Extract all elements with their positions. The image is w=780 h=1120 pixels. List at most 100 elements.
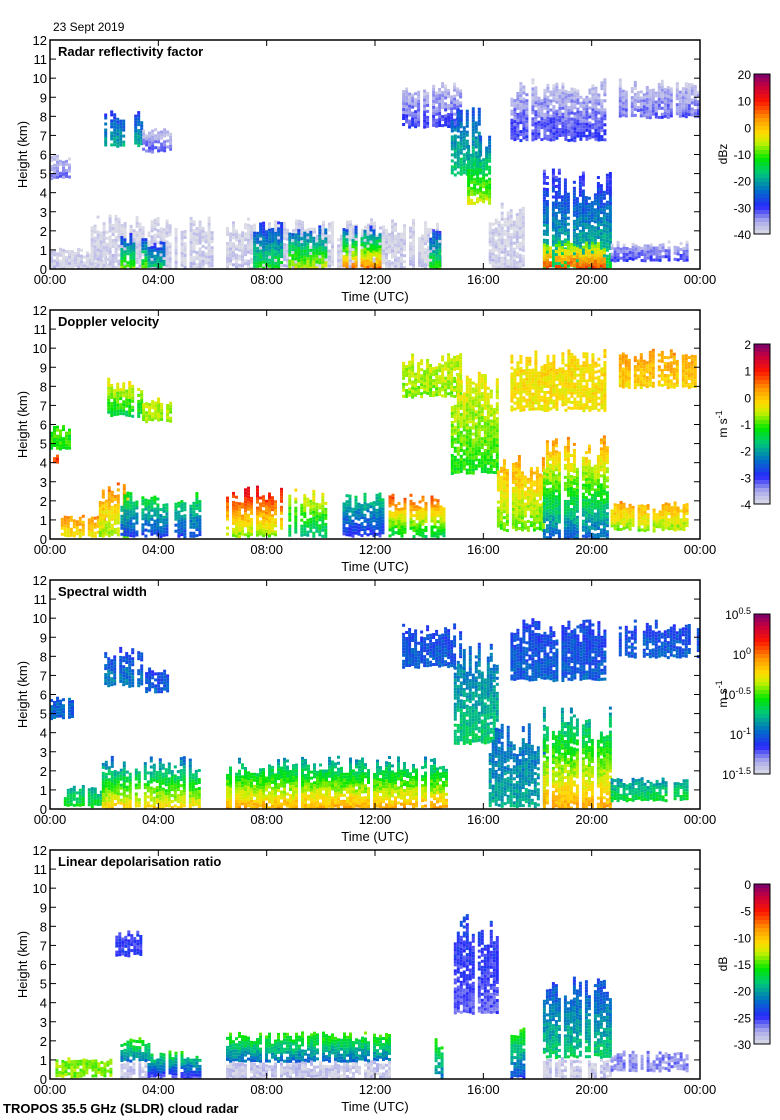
colorbar-swatch (754, 484, 770, 489)
y-tick-label: 1 (40, 513, 47, 528)
colorbar-swatch (754, 884, 770, 889)
y-axis-label: Height (km) (15, 391, 30, 458)
colorbar-swatch (754, 226, 770, 231)
data-layer (50, 348, 700, 539)
cloud-region-12 (618, 619, 700, 660)
y-tick-label: 6 (40, 688, 47, 703)
colorbar-swatch (754, 98, 770, 103)
y-tick-label: 9 (40, 360, 47, 375)
cloud-region-0 (50, 425, 71, 451)
colorbar-swatch (754, 972, 770, 977)
cloud-region-15 (510, 349, 607, 413)
colorbar-swatch (754, 928, 770, 933)
colorbar-swatch (754, 690, 770, 695)
cloud-region-3 (142, 397, 173, 424)
colorbar-tick-label: -40 (734, 228, 752, 242)
cloud-region-1 (50, 154, 71, 181)
colorbar-swatch (754, 102, 770, 107)
x-tick-label: 16:00 (467, 1082, 500, 1097)
colorbar-swatch (754, 500, 770, 505)
y-tick-label: 10 (33, 881, 47, 896)
colorbar-swatch (754, 420, 770, 425)
colorbar-tick-label: -2 (740, 445, 751, 459)
colorbar-tick-label: -20 (734, 175, 752, 189)
colorbar-swatch (754, 992, 770, 997)
cloud-region-11 (402, 353, 463, 399)
colorbar: 2 1 0 -1 -2 -3 -4 m s-1 (714, 338, 771, 512)
y-tick-label: 3 (40, 745, 47, 760)
colorbar-frame (753, 883, 771, 1045)
cloud-region-1 (53, 454, 59, 464)
cloud-region-14 (467, 135, 492, 205)
colorbar-swatch (754, 472, 770, 477)
colorbar-tick-label: -30 (734, 201, 752, 215)
cloud-region-6 (226, 1031, 391, 1063)
y-tick-label: 3 (40, 1015, 47, 1030)
colorbar-swatch (754, 714, 770, 719)
colorbar-swatch (754, 944, 770, 949)
x-axis-label: Time (UTC) (341, 1099, 408, 1114)
colorbar-swatch (754, 646, 770, 651)
colorbar-swatch (754, 134, 770, 139)
y-tick-label: 2 (40, 224, 47, 239)
colorbar-swatch (754, 412, 770, 417)
colorbar-swatch (754, 78, 770, 83)
y-tick-label: 12 (33, 843, 47, 858)
colorbar: 0 -5 -10 -15 -20 -25 -30 dB (716, 878, 771, 1052)
colorbar-tick-label: -20 (734, 985, 752, 999)
colorbar-swatch (754, 174, 770, 179)
colorbar-swatch (754, 984, 770, 989)
y-tick-label: 11 (34, 592, 48, 607)
colorbar-swatch (754, 932, 770, 937)
cloud-region-1 (120, 1060, 151, 1079)
cloud-region-5 (226, 755, 448, 809)
colorbar-swatch (754, 750, 770, 755)
colorbar-swatch (754, 356, 770, 361)
colorbar-tick-label: 10-1.5 (722, 766, 751, 782)
cloud-region-0 (50, 696, 74, 721)
x-tick-label: 08:00 (250, 272, 283, 287)
colorbar-swatch (754, 630, 770, 635)
colorbar-swatch (754, 460, 770, 465)
colorbar-swatch (754, 614, 770, 619)
colorbar-swatch (754, 496, 770, 501)
colorbar-swatch (754, 1004, 770, 1009)
y-tick-label: 5 (40, 977, 47, 992)
y-axis-label: Height (km) (15, 121, 30, 188)
colorbar-swatch (754, 372, 770, 377)
colorbar-swatch (754, 912, 770, 917)
cloud-region-7 (453, 642, 499, 746)
x-tick-label: 00:00 (34, 272, 67, 287)
panel-3: Linear depolarisation ratio0123456789101… (15, 843, 771, 1114)
colorbar-swatch (754, 654, 770, 659)
colorbar-swatch (754, 722, 770, 727)
cloud-region-20 (618, 78, 700, 120)
panel-title: Radar reflectivity factor (58, 44, 203, 59)
y-tick-label: 8 (40, 919, 47, 934)
colorbar-swatch (754, 1012, 770, 1017)
x-tick-label: 00:00 (684, 542, 717, 557)
cloud-region-3 (115, 930, 143, 958)
colorbar-swatch (754, 392, 770, 397)
colorbar-swatch (754, 726, 770, 731)
cloud-region-11 (429, 229, 442, 269)
cloud-region-5 (120, 232, 148, 269)
colorbar-tick-label: -4 (740, 498, 751, 512)
colorbar-swatch (754, 408, 770, 413)
cloud-region-7 (226, 485, 283, 539)
y-tick-label: 8 (40, 109, 47, 124)
colorbar-swatch (754, 638, 770, 643)
y-tick-label: 11 (34, 862, 48, 877)
colorbar-swatch (754, 436, 770, 441)
colorbar-swatch (754, 194, 770, 199)
colorbar-swatch (754, 666, 770, 671)
colorbar-tick-label: -3 (740, 471, 751, 485)
x-tick-label: 12:00 (359, 272, 392, 287)
colorbar-swatch (754, 1008, 770, 1013)
colorbar-swatch (754, 142, 770, 147)
cloud-region-10 (342, 225, 382, 269)
colorbar-swatch (754, 210, 770, 215)
colorbar-swatch (754, 618, 770, 623)
panel-0: Radar reflectivity factor012345678910111… (15, 33, 771, 304)
